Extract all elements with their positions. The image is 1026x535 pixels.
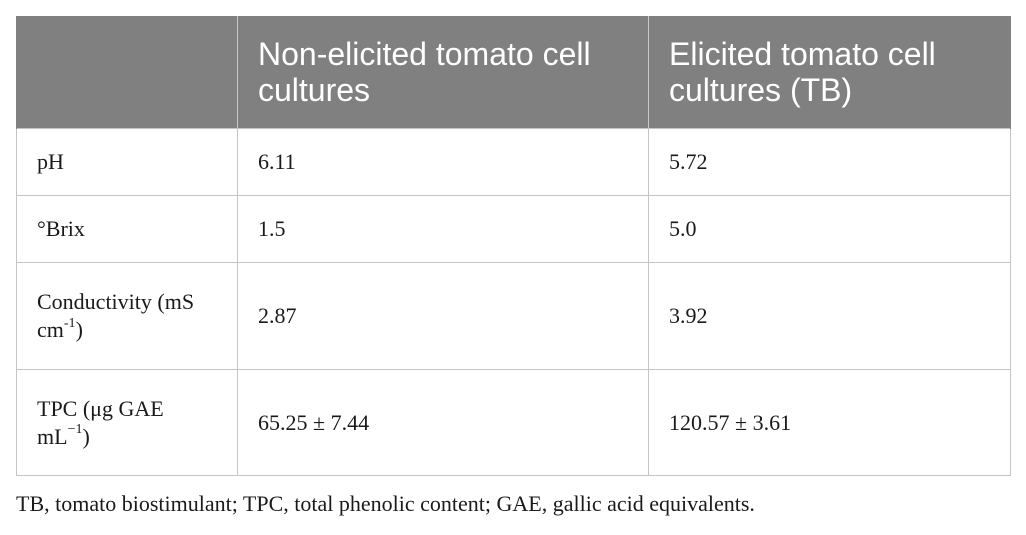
value-cell-elicited: 5.72	[648, 128, 1011, 196]
value-cell-elicited: 120.57 ± 3.61	[648, 369, 1011, 476]
row-label-cell: Conductivity (mS cm-1)	[16, 262, 238, 370]
header-cell-non-elicited: Non-elicited tomato cell cultures	[237, 16, 649, 129]
value-cell-elicited: 3.92	[648, 262, 1011, 370]
table-row: °Brix 1.5 5.0	[16, 195, 1011, 263]
table-row: TPC (μg GAE mL−1) 65.25 ± 7.44 120.57 ± …	[16, 369, 1011, 476]
row-label-tail: )	[75, 317, 83, 342]
value-cell-elicited: 5.0	[648, 195, 1011, 263]
row-label: Conductivity (mS cm	[37, 289, 195, 342]
row-label: pH	[37, 149, 64, 174]
value-cell-non-elicited: 2.87	[237, 262, 649, 370]
row-label: °Brix	[37, 216, 85, 241]
table-row: pH 6.11 5.72	[16, 128, 1011, 196]
row-label-cell: TPC (μg GAE mL−1)	[16, 369, 238, 476]
row-label-cell: °Brix	[16, 195, 238, 263]
header-cell-empty	[16, 16, 238, 129]
value-cell-non-elicited: 6.11	[237, 128, 649, 196]
row-label: TPC (μg GAE mL	[37, 395, 164, 449]
row-label-cell: pH	[16, 128, 238, 196]
value-cell-non-elicited: 1.5	[237, 195, 649, 263]
data-table-container: Non-elicited tomato cell cultures Elicit…	[16, 16, 1011, 476]
table-header-row: Non-elicited tomato cell cultures Elicit…	[16, 16, 1011, 129]
value-cell-non-elicited: 65.25 ± 7.44	[237, 369, 649, 476]
row-label-superscript: −1	[67, 422, 83, 438]
table-footnote: TB, tomato biostimulant; TPC, total phen…	[16, 491, 755, 516]
row-label-tail: )	[82, 423, 90, 449]
table-row: Conductivity (mS cm-1) 2.87 3.92	[16, 262, 1011, 370]
row-label-superscript: -1	[63, 315, 76, 331]
data-table: Non-elicited tomato cell cultures Elicit…	[16, 16, 1011, 476]
header-cell-elicited: Elicited tomato cell cultures (TB)	[648, 16, 1011, 129]
